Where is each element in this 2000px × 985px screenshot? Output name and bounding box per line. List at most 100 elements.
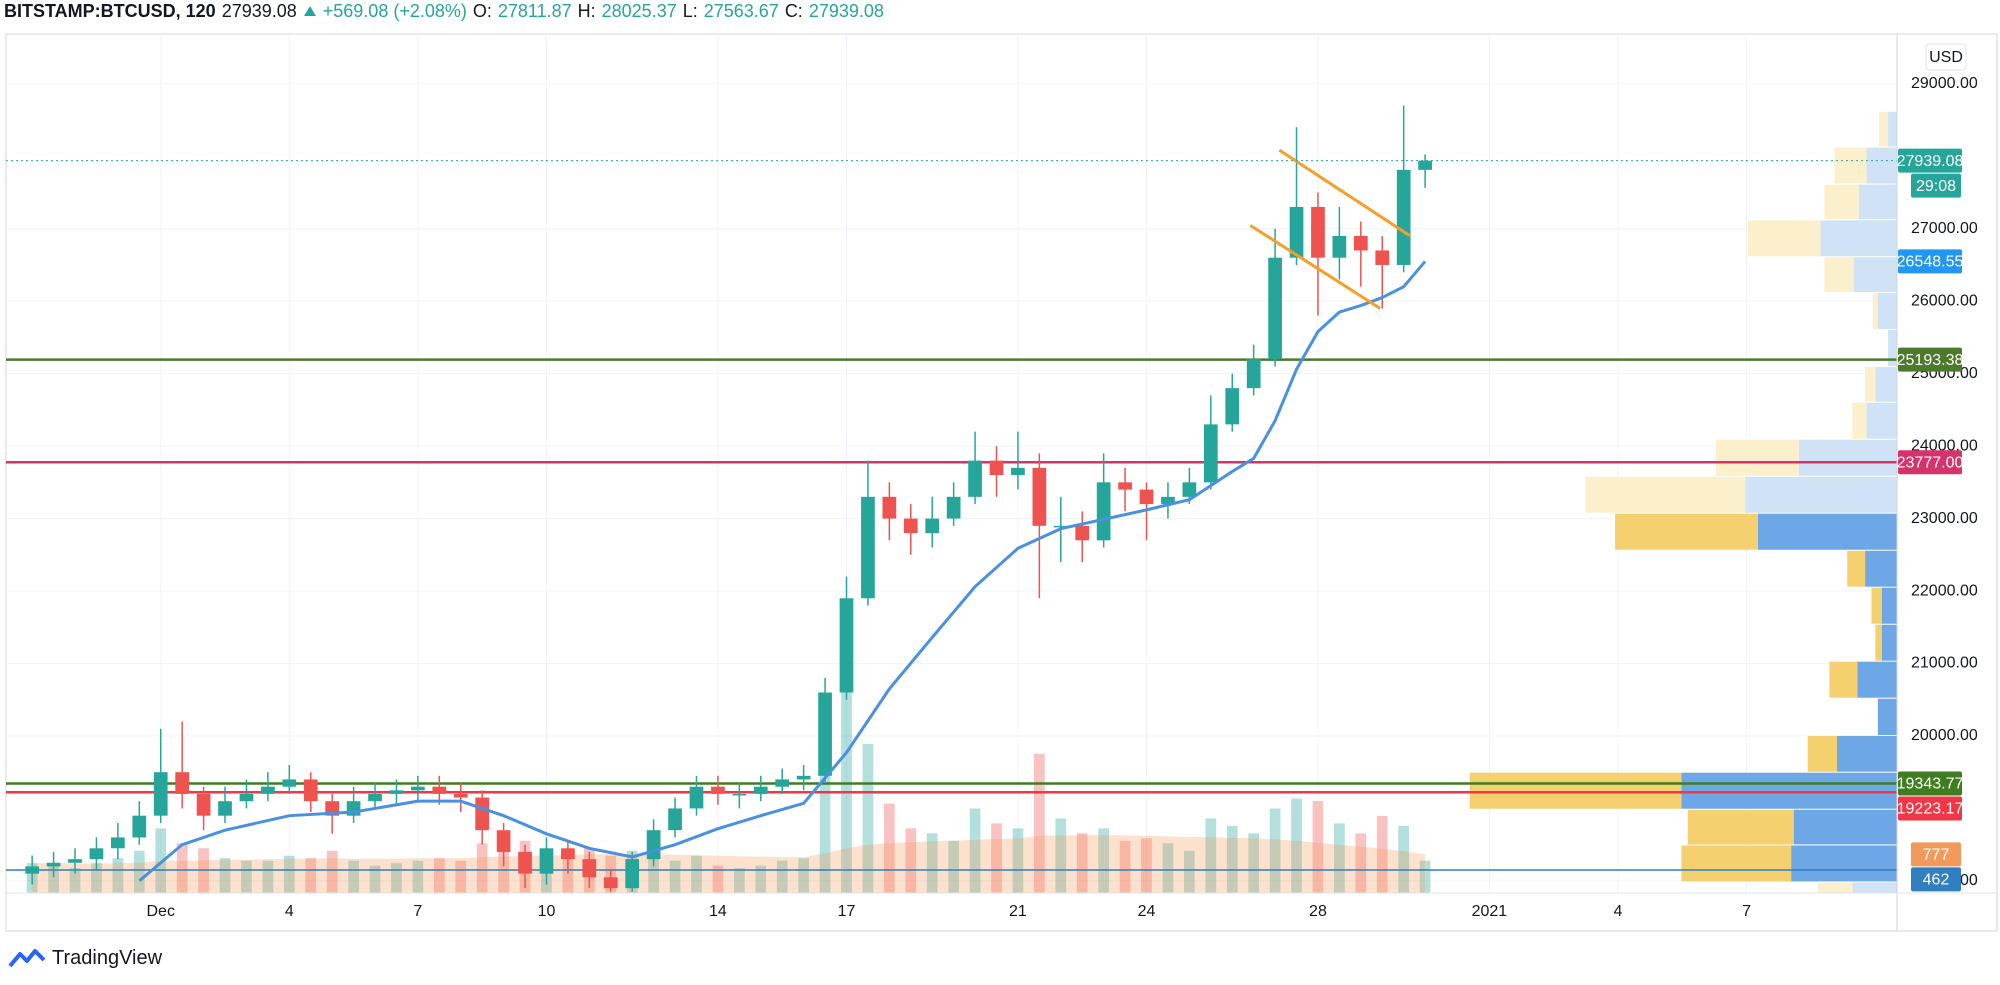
candle-body [1011, 467, 1025, 476]
candle-body [282, 779, 297, 787]
volume-bar [1248, 833, 1260, 893]
volume-bar [1226, 825, 1238, 893]
volume-bar [1269, 808, 1281, 893]
candle-body [603, 877, 618, 889]
candle-body [1396, 169, 1411, 265]
candle-body [153, 772, 168, 816]
candle-body [475, 797, 490, 831]
volume-bar [1119, 840, 1131, 893]
volume-bar [433, 858, 445, 893]
candle-body [1182, 482, 1197, 497]
volume-bar [691, 855, 702, 893]
level-tag: 23777.00 [1897, 454, 1964, 471]
candle-body [753, 786, 768, 794]
profile-up-bar [1888, 111, 1897, 147]
volume-bar [455, 860, 467, 893]
level-tag: 19343.77 [1897, 776, 1964, 793]
profile-down-bar [1817, 882, 1853, 893]
volume-level-tag-box [1911, 867, 1961, 892]
candle-body [1032, 467, 1047, 526]
volume-bar [1419, 860, 1431, 893]
x-tick-label: 4 [285, 903, 294, 920]
candle-body [668, 808, 682, 831]
x-tick-label: 14 [709, 903, 727, 920]
volume-bar [133, 850, 145, 893]
volume-bar [1355, 833, 1367, 893]
volume-bar [1162, 843, 1174, 893]
candle-body [946, 496, 961, 519]
candle-body [303, 779, 318, 802]
profile-up-bar [1875, 366, 1897, 402]
volume-bar [1055, 818, 1067, 893]
volume-bar [926, 833, 938, 893]
axis-layer: 18000.0020000.0021000.0022000.0023000.00… [6, 34, 1997, 931]
volume-bar [1291, 798, 1302, 893]
ma-tag: 26548.55 [1897, 254, 1964, 271]
level-tag-box [1898, 771, 1962, 796]
branding: TradingView [52, 946, 163, 969]
profile-up-bar [1793, 809, 1897, 845]
candle-body [561, 848, 575, 860]
x-tick-label: 24 [1138, 903, 1156, 920]
volume-bar [262, 860, 274, 893]
profile-up-bar [1837, 735, 1897, 772]
volume-level-tag: 462 [1923, 872, 1950, 889]
volume-bar [241, 860, 252, 893]
volume-bar [841, 684, 852, 893]
volume-bar [948, 840, 960, 893]
price-tag: 27939.08 [1897, 153, 1964, 170]
profile-up-bar [1791, 845, 1897, 882]
candle-body [89, 848, 104, 860]
profile-down-bar [1847, 550, 1866, 587]
profile-up-bar [1857, 661, 1897, 698]
high-value: 28025.37 [601, 0, 677, 21]
profile-down-bar [1872, 292, 1878, 330]
candle-body [175, 772, 190, 794]
candle-body [239, 793, 254, 802]
volume-bar [219, 858, 231, 893]
volume-bar [348, 860, 359, 893]
open-label: O: [472, 0, 492, 21]
profile-down-bar [1875, 624, 1882, 661]
trend-line [1249, 224, 1381, 310]
profile-down-bar [1852, 402, 1867, 439]
countdown-tag: 29:08 [1916, 178, 1956, 195]
volume-bar [1205, 818, 1217, 893]
profile-up-bar [1745, 476, 1897, 513]
candle-body [518, 851, 532, 874]
volume-bar [648, 858, 659, 893]
close-label: C: [784, 0, 803, 21]
y-tick-label: 24000.00 [1911, 437, 1978, 454]
volume-bar [326, 850, 338, 893]
x-tick-label: 28 [1309, 903, 1327, 920]
high-label: H: [577, 0, 596, 21]
candle-body [796, 775, 811, 780]
profile-up-bar [1853, 257, 1897, 292]
volume-bar [712, 865, 724, 893]
volume-bar [48, 865, 59, 893]
candle-body [925, 518, 940, 534]
volume-bar [991, 823, 1002, 893]
candle-body [1418, 160, 1432, 170]
profile-down-bar [1865, 366, 1876, 402]
volume-bar [1184, 850, 1195, 893]
volume-bar [1076, 833, 1088, 893]
candle-body [1246, 359, 1261, 389]
candle-body [968, 460, 982, 497]
candle-body [689, 786, 704, 809]
volume-bar [1141, 838, 1152, 893]
candle-body [1096, 482, 1111, 541]
candle-body [1332, 235, 1347, 258]
x-tick-label: 7 [1742, 903, 1751, 920]
volume-bar [1098, 828, 1110, 893]
volume-ma-tag: 777 [1923, 847, 1950, 864]
volume-bar [391, 863, 402, 893]
profile-down-bar [1585, 476, 1746, 513]
y-tick-label: 23000.00 [1911, 510, 1978, 527]
profile-up-bar [1858, 184, 1897, 220]
candle-body [903, 518, 918, 534]
volume-bar [883, 803, 895, 893]
volume-bar [1376, 815, 1388, 893]
